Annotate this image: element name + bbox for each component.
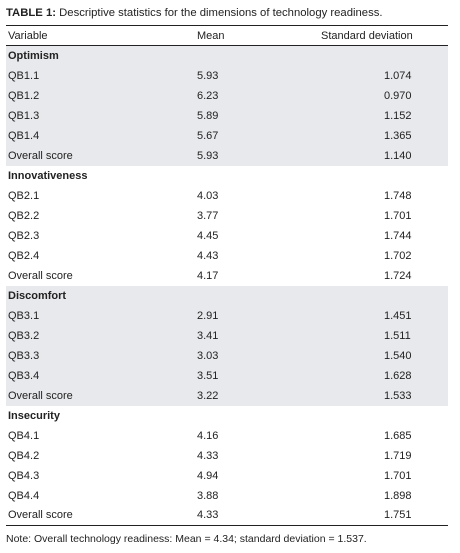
cell-variable: QB4.1 [8,429,40,442]
cell-standard-deviation: 1.719 [384,449,412,462]
header-mean: Mean [170,25,288,46]
cell-standard-deviation: 1.751 [288,505,448,526]
cell-standard-deviation: 1.140 [288,145,448,166]
table-label: TABLE 1: [6,7,56,19]
cell-mean: 4.33 [170,505,288,526]
cell-mean: 4.94 [197,469,219,482]
cell-mean: 5.93 [170,65,288,86]
cell-standard-deviation: 0.970 [288,85,448,106]
cell-variable: Overall score [8,269,73,282]
table-row: Overall score 5.93 1.140 [6,145,448,166]
cell-variable: QB3.2 [6,325,170,346]
table-row: Overall score 4.17 1.724 [6,266,448,286]
cell-standard-deviation: 1.701 [384,469,412,482]
cell-mean: 4.45 [197,229,219,242]
table-row: QB2.2 3.77 1.701 [6,206,448,226]
cell-standard-deviation: 1.685 [384,429,412,442]
cell-variable: QB4.2 [8,449,40,462]
table-title: Descriptive statistics for the dimension… [56,7,383,19]
cell-standard-deviation: 1.744 [384,229,412,242]
cell-mean: 3.03 [170,345,288,366]
cell-variable: QB2.4 [8,249,40,262]
table-row: Overall score 3.22 1.533 [6,385,448,406]
header-standard-deviation: Standard deviation [288,25,448,46]
cell-variable: Overall score [6,385,170,406]
group-name: Insecurity [8,409,60,422]
cell-mean: 5.93 [170,145,288,166]
cell-mean: 5.89 [170,105,288,126]
cell-standard-deviation: 1.628 [288,365,448,386]
cell-standard-deviation: 1.898 [384,489,412,502]
cell-variable: QB3.3 [6,345,170,366]
cell-mean: 6.23 [170,85,288,106]
cell-standard-deviation: 1.152 [288,105,448,126]
table-row: QB3.3 3.03 1.540 [6,345,448,366]
header-variable: Variable [6,25,170,46]
table-row: QB3.1 2.91 1.451 [6,305,448,326]
table-row: QB1.2 6.23 0.970 [6,85,448,106]
cell-standard-deviation: 1.365 [288,125,448,146]
cell-mean: 3.88 [197,489,219,502]
table-row: QB4.2 4.33 1.719 [6,446,448,466]
table-row: QB4.1 4.16 1.685 [6,426,448,446]
cell-variable: QB1.3 [6,105,170,126]
table-body: Optimism QB1.1 5.93 1.074 QB1.2 6.23 0.970 QB1.… [6,45,448,526]
cell-standard-deviation: 1.724 [384,269,412,282]
cell-standard-deviation: 1.511 [288,325,448,346]
cell-standard-deviation: 1.702 [384,249,412,262]
cell-mean: 2.91 [170,305,288,326]
group-name: Optimism [6,45,448,66]
group-name: Innovativeness [8,169,88,182]
cell-mean: 4.03 [197,189,219,202]
cell-mean: 4.33 [197,449,219,462]
cell-standard-deviation: 1.701 [384,209,412,222]
cell-standard-deviation: 1.533 [288,385,448,406]
cell-standard-deviation: 1.748 [384,189,412,202]
cell-variable: QB1.2 [6,85,170,106]
table-row: QB2.4 4.43 1.702 [6,246,448,266]
descriptive-statistics-table: Variable Mean Standard deviation Optimis… [6,25,448,526]
table-row: QB2.3 4.45 1.744 [6,226,448,246]
cell-standard-deviation: 1.540 [288,345,448,366]
cell-variable: Overall score [6,145,170,166]
group-row: Innovativeness [6,166,448,186]
table-note: Note: Overall technology readiness: Mean… [6,533,367,545]
cell-variable: QB4.4 [8,489,40,502]
table-row: QB2.1 4.03 1.748 [6,186,448,206]
table-row: QB3.4 3.51 1.628 [6,365,448,386]
cell-variable: QB3.4 [6,365,170,386]
cell-mean: 4.16 [197,429,219,442]
table-row: QB1.3 5.89 1.152 [6,105,448,126]
cell-standard-deviation: 1.074 [288,65,448,86]
group-name: Discomfort [6,285,448,306]
table-row: QB1.4 5.67 1.365 [6,125,448,146]
cell-variable: QB4.3 [8,469,40,482]
table-row: QB3.2 3.41 1.511 [6,325,448,346]
cell-standard-deviation: 1.451 [288,305,448,326]
group-row: Optimism [6,45,448,66]
cell-mean: 3.41 [170,325,288,346]
table-row: QB4.3 4.94 1.701 [6,466,448,486]
cell-variable: QB2.1 [8,189,40,202]
cell-mean: 4.43 [197,249,219,262]
cell-variable: QB1.4 [6,125,170,146]
cell-mean: 3.77 [197,209,219,222]
table-row: Overall score 4.33 1.751 [6,505,448,526]
table-row: QB4.4 3.88 1.898 [6,486,448,506]
cell-variable: Overall score [6,505,170,526]
cell-variable: QB3.1 [6,305,170,326]
table-row: QB1.1 5.93 1.074 [6,65,448,86]
cell-variable: QB2.3 [8,229,40,242]
cell-mean: 5.67 [170,125,288,146]
cell-variable: QB1.1 [6,65,170,86]
cell-variable: QB2.2 [8,209,40,222]
cell-mean: 3.22 [170,385,288,406]
cell-mean: 4.17 [197,269,219,282]
group-row: Discomfort [6,285,448,306]
header-row: Variable Mean Standard deviation [6,25,448,46]
table-caption: TABLE 1: Descriptive statistics for the … [6,6,383,20]
cell-mean: 3.51 [170,365,288,386]
group-row: Insecurity [6,406,448,426]
